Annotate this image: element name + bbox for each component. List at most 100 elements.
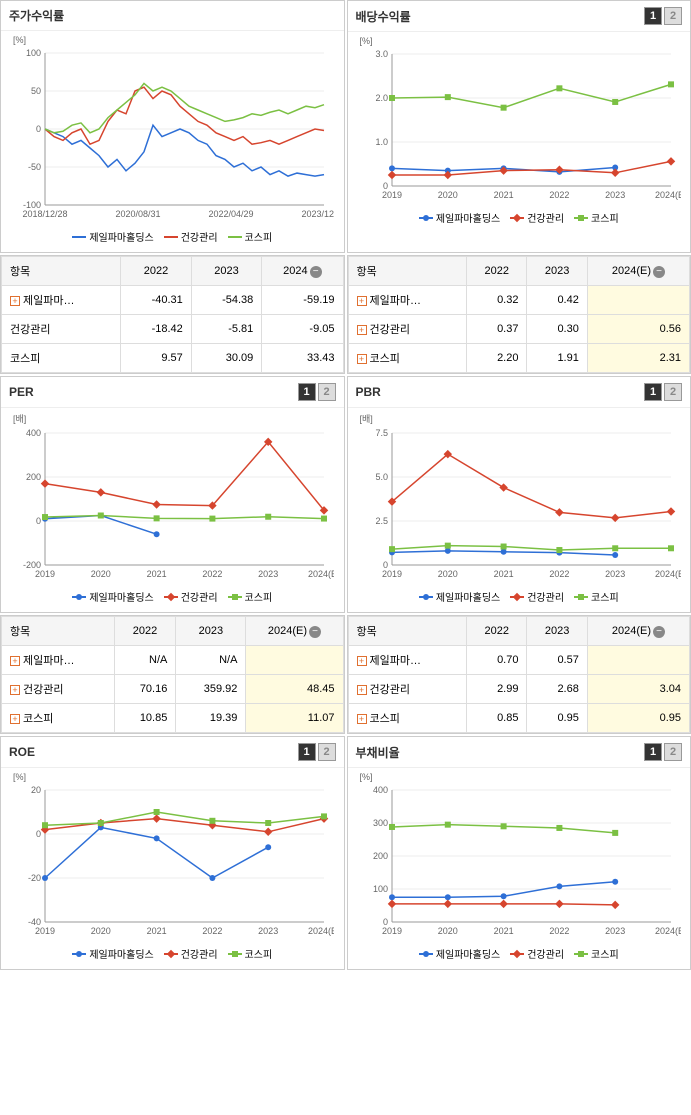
table-header: 항목 (348, 617, 467, 646)
panel-title: 부채비율 (356, 744, 400, 761)
panel-per_table: 항목202220232024(E)−+제일파마…N/AN/A+건강관리70.16… (0, 615, 345, 734)
panel-pbr: PBR12[배]02.55.07.52019202020212022202320… (347, 376, 691, 613)
tab-2[interactable]: 2 (664, 383, 682, 401)
legend-item: 제일파마홀딩스 (419, 210, 500, 225)
svg-text:2023: 2023 (605, 569, 625, 579)
row-label-cell: +코스피 (348, 704, 467, 733)
table-row: 코스피9.5730.0933.43 (2, 344, 344, 373)
table-cell: 11.07 (246, 704, 343, 733)
table-header: 항목 (2, 257, 121, 286)
expand-icon[interactable]: + (357, 296, 367, 306)
chart-legend: 제일파마홀딩스 건강관리 코스피 (9, 225, 336, 248)
tab-1[interactable]: 1 (644, 383, 662, 401)
svg-text:2020: 2020 (91, 926, 111, 936)
table-cell: 0.85 (467, 704, 527, 733)
legend-item: 제일파마홀딩스 (72, 946, 153, 961)
panel-dividend: 배당수익률12[%]01.02.03.020192020202120222023… (347, 0, 691, 253)
svg-text:2.0: 2.0 (375, 93, 388, 103)
chart-svg: 01.02.03.0201920202021202220232024(E) (356, 46, 681, 206)
svg-text:2021: 2021 (493, 926, 513, 936)
expand-icon[interactable]: + (10, 685, 20, 695)
table-cell: 0.56 (587, 315, 689, 344)
chart-unit: [배] (360, 412, 683, 425)
table-cell: N/A (114, 646, 176, 675)
svg-text:2021: 2021 (493, 190, 513, 200)
expand-icon[interactable]: + (357, 354, 367, 364)
tab-2[interactable]: 2 (318, 743, 336, 761)
svg-text:5.0: 5.0 (375, 472, 388, 482)
svg-text:2020: 2020 (437, 926, 457, 936)
tab-2[interactable]: 2 (664, 743, 682, 761)
legend-label: 제일파마홀딩스 (436, 589, 500, 604)
legend-item: 건강관리 (164, 229, 218, 244)
collapse-icon[interactable]: − (653, 266, 665, 278)
legend-item: 코스피 (574, 210, 619, 225)
table-header: 2022 (121, 257, 192, 286)
table-cell: 30.09 (191, 344, 262, 373)
table-row: +코스피2.201.912.31 (348, 344, 690, 373)
tabs: 12 (298, 743, 336, 761)
tab-1[interactable]: 1 (644, 7, 662, 25)
tab-1[interactable]: 1 (644, 743, 662, 761)
collapse-icon[interactable]: − (310, 266, 322, 278)
table-cell: 0.37 (467, 315, 527, 344)
panel-title: ROE (9, 745, 35, 759)
expand-icon[interactable]: + (357, 714, 367, 724)
expand-icon[interactable]: + (10, 656, 20, 666)
expand-icon[interactable]: + (357, 685, 367, 695)
legend-label: 건강관리 (527, 589, 564, 604)
svg-text:2019: 2019 (381, 926, 401, 936)
tabs: 12 (644, 7, 682, 25)
tab-1[interactable]: 1 (298, 743, 316, 761)
legend-item: 코스피 (574, 589, 619, 604)
legend-item: 제일파마홀딩스 (72, 229, 153, 244)
chart-svg: 0100200300400201920202021202220232024(E) (356, 782, 681, 942)
collapse-icon[interactable]: − (653, 626, 665, 638)
row-label-cell: 코스피 (2, 344, 121, 373)
tab-2[interactable]: 2 (664, 7, 682, 25)
panel-dividend_table: 항목202220232024(E)−+제일파마…0.320.42+건강관리0.3… (347, 255, 691, 374)
legend-item: 코스피 (228, 946, 273, 961)
svg-text:2020/08/31: 2020/08/31 (115, 209, 160, 219)
table-cell: 0.95 (527, 704, 587, 733)
table-header: 2022 (467, 617, 527, 646)
expand-icon[interactable]: + (357, 325, 367, 335)
legend-item: 건강관리 (510, 210, 564, 225)
table-cell: 3.04 (587, 675, 689, 704)
expand-icon[interactable]: + (357, 656, 367, 666)
legend-item: 제일파마홀딩스 (72, 589, 153, 604)
legend-item: 코스피 (228, 229, 273, 244)
svg-text:2023: 2023 (258, 926, 278, 936)
table-cell: 2.68 (527, 675, 587, 704)
legend-label: 제일파마홀딩스 (89, 589, 153, 604)
svg-text:2022: 2022 (549, 190, 569, 200)
svg-text:2023/12/28: 2023/12/28 (301, 209, 334, 219)
tab-2[interactable]: 2 (318, 383, 336, 401)
chart-svg: -100-500501002018/12/282020/08/312022/04… (9, 45, 334, 225)
svg-text:2023: 2023 (258, 569, 278, 579)
svg-text:2021: 2021 (493, 569, 513, 579)
table-cell: -18.42 (121, 315, 192, 344)
svg-text:50: 50 (31, 86, 41, 96)
legend-item: 건강관리 (164, 946, 218, 961)
svg-text:2022: 2022 (202, 926, 222, 936)
expand-icon[interactable]: + (10, 714, 20, 724)
chart-legend: 제일파마홀딩스건강관리코스피 (9, 585, 336, 608)
tab-1[interactable]: 1 (298, 383, 316, 401)
table-cell: 0.95 (587, 704, 689, 733)
svg-text:400: 400 (372, 785, 387, 795)
collapse-icon[interactable]: − (309, 626, 321, 638)
chart-svg: -2000200400201920202021202220232024(E) (9, 425, 334, 585)
table-cell: 48.45 (246, 675, 343, 704)
svg-text:2020: 2020 (437, 190, 457, 200)
legend-label: 제일파마홀딩스 (436, 210, 500, 225)
svg-text:2022/04/29: 2022/04/29 (208, 209, 253, 219)
legend-item: 코스피 (228, 589, 273, 604)
svg-text:2.5: 2.5 (375, 516, 388, 526)
chart-svg: 02.55.07.5201920202021202220232024(E) (356, 425, 681, 585)
legend-item: 제일파마홀딩스 (419, 946, 500, 961)
data-table: 항목202220232024(E)−+제일파마…0.700.57+건강관리2.9… (348, 616, 691, 733)
expand-icon[interactable]: + (10, 296, 20, 306)
svg-text:2024(E): 2024(E) (654, 569, 680, 579)
chart-unit: [%] (13, 35, 336, 45)
